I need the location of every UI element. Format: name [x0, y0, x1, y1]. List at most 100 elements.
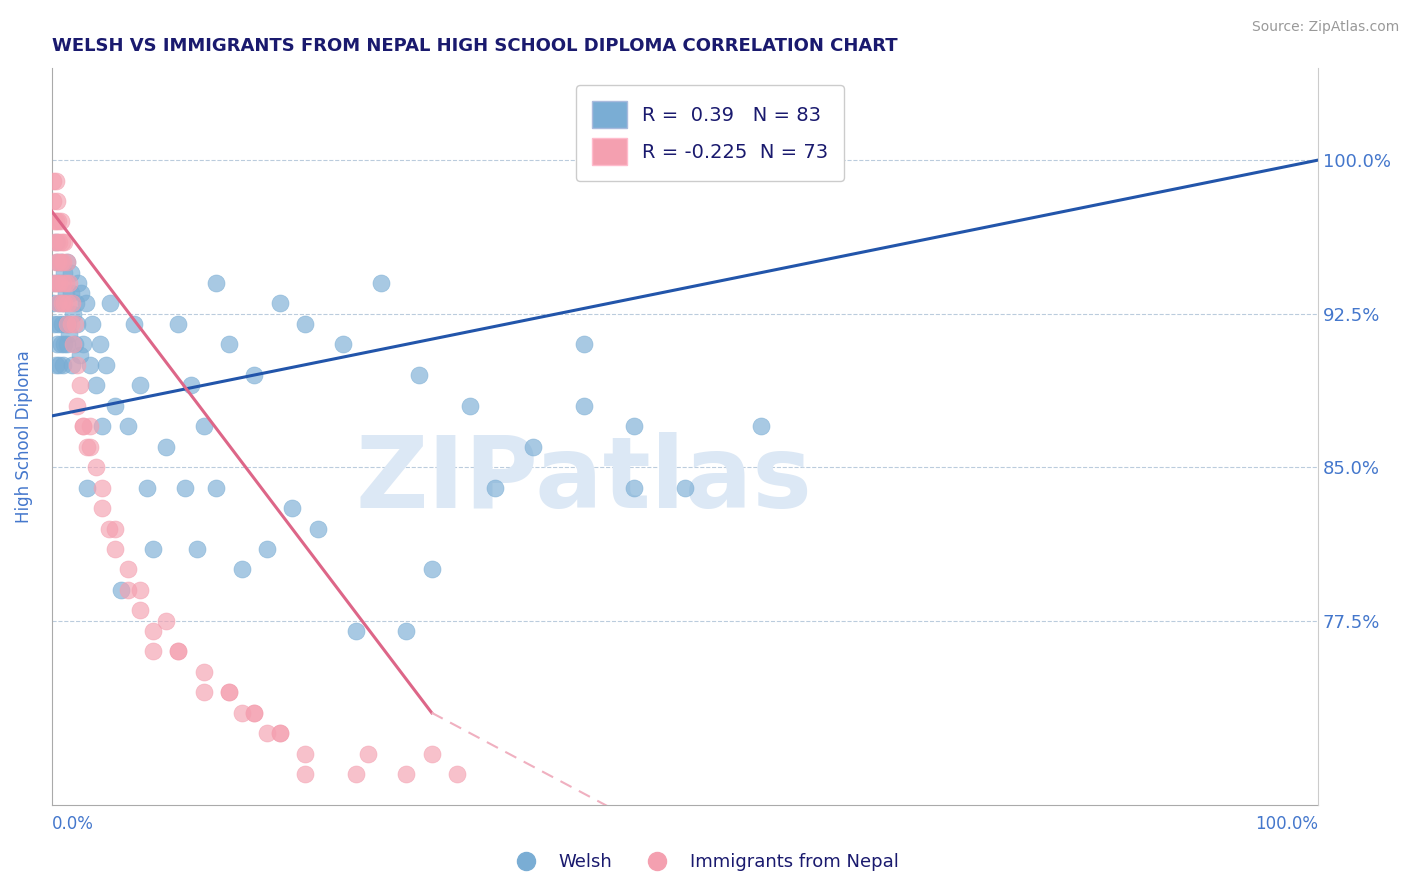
Point: [269, 726, 291, 740]
Point: [42, 296, 65, 310]
Point: [56, 337, 79, 351]
Point: [49, 255, 72, 269]
Point: [79, 419, 101, 434]
Point: [218, 685, 240, 699]
Point: [84, 460, 107, 475]
Point: [572, 399, 595, 413]
Point: [45, 255, 67, 269]
Point: [45, 194, 67, 208]
Point: [49, 214, 72, 228]
Point: [72, 419, 94, 434]
Point: [63, 317, 86, 331]
Point: [104, 541, 127, 556]
Point: [51, 296, 73, 310]
Point: [51, 276, 73, 290]
Point: [395, 767, 418, 781]
Point: [45, 235, 67, 249]
Point: [48, 358, 70, 372]
Point: [395, 624, 418, 638]
Point: [72, 337, 94, 351]
Point: [623, 419, 645, 434]
Point: [91, 481, 114, 495]
Point: [45, 276, 67, 290]
Point: [117, 582, 139, 597]
Point: [66, 358, 89, 372]
Point: [332, 337, 354, 351]
Point: [58, 276, 80, 290]
Point: [66, 399, 89, 413]
Point: [55, 317, 77, 331]
Point: [243, 368, 266, 382]
Point: [269, 726, 291, 740]
Point: [46, 214, 69, 228]
Point: [60, 296, 83, 310]
Point: [82, 317, 104, 331]
Point: [167, 644, 190, 658]
Point: [63, 337, 86, 351]
Point: [142, 541, 165, 556]
Point: [55, 286, 77, 301]
Point: [42, 173, 65, 187]
Point: [44, 235, 66, 249]
Point: [60, 358, 83, 372]
Point: [52, 255, 75, 269]
Point: [59, 317, 82, 331]
Point: [193, 665, 215, 679]
Point: [243, 706, 266, 720]
Point: [69, 347, 91, 361]
Point: [484, 481, 506, 495]
Point: [180, 378, 202, 392]
Point: [55, 276, 77, 290]
Text: Source: ZipAtlas.com: Source: ZipAtlas.com: [1251, 20, 1399, 34]
Point: [59, 266, 82, 280]
Point: [46, 255, 69, 269]
Point: [218, 685, 240, 699]
Point: [75, 296, 97, 310]
Point: [72, 419, 94, 434]
Point: [53, 266, 76, 280]
Point: [408, 368, 430, 382]
Y-axis label: High School Diploma: High School Diploma: [15, 350, 32, 523]
Point: [44, 317, 66, 331]
Point: [420, 562, 443, 576]
Point: [53, 235, 76, 249]
Point: [51, 317, 73, 331]
Point: [294, 767, 316, 781]
Point: [420, 747, 443, 761]
Point: [173, 481, 195, 495]
Point: [91, 501, 114, 516]
Point: [673, 481, 696, 495]
Point: [49, 255, 72, 269]
Point: [155, 440, 177, 454]
Point: [67, 276, 90, 290]
Legend: Welsh, Immigrants from Nepal: Welsh, Immigrants from Nepal: [501, 847, 905, 879]
Point: [357, 747, 380, 761]
Point: [307, 522, 329, 536]
Point: [205, 276, 228, 290]
Point: [58, 317, 80, 331]
Point: [344, 624, 367, 638]
Point: [129, 378, 152, 392]
Point: [44, 276, 66, 290]
Point: [117, 562, 139, 576]
Point: [155, 614, 177, 628]
Point: [294, 747, 316, 761]
Point: [79, 358, 101, 372]
Point: [231, 562, 253, 576]
Point: [66, 317, 89, 331]
Point: [56, 255, 79, 269]
Point: [623, 481, 645, 495]
Point: [52, 358, 75, 372]
Point: [59, 286, 82, 301]
Point: [58, 296, 80, 310]
Legend: R =  0.39   N = 83, R = -0.225  N = 73: R = 0.39 N = 83, R = -0.225 N = 73: [576, 85, 844, 181]
Point: [46, 276, 69, 290]
Point: [205, 481, 228, 495]
Point: [45, 255, 67, 269]
Point: [446, 767, 468, 781]
Point: [344, 767, 367, 781]
Point: [256, 541, 278, 556]
Point: [45, 235, 67, 249]
Point: [45, 358, 67, 372]
Point: [46, 296, 69, 310]
